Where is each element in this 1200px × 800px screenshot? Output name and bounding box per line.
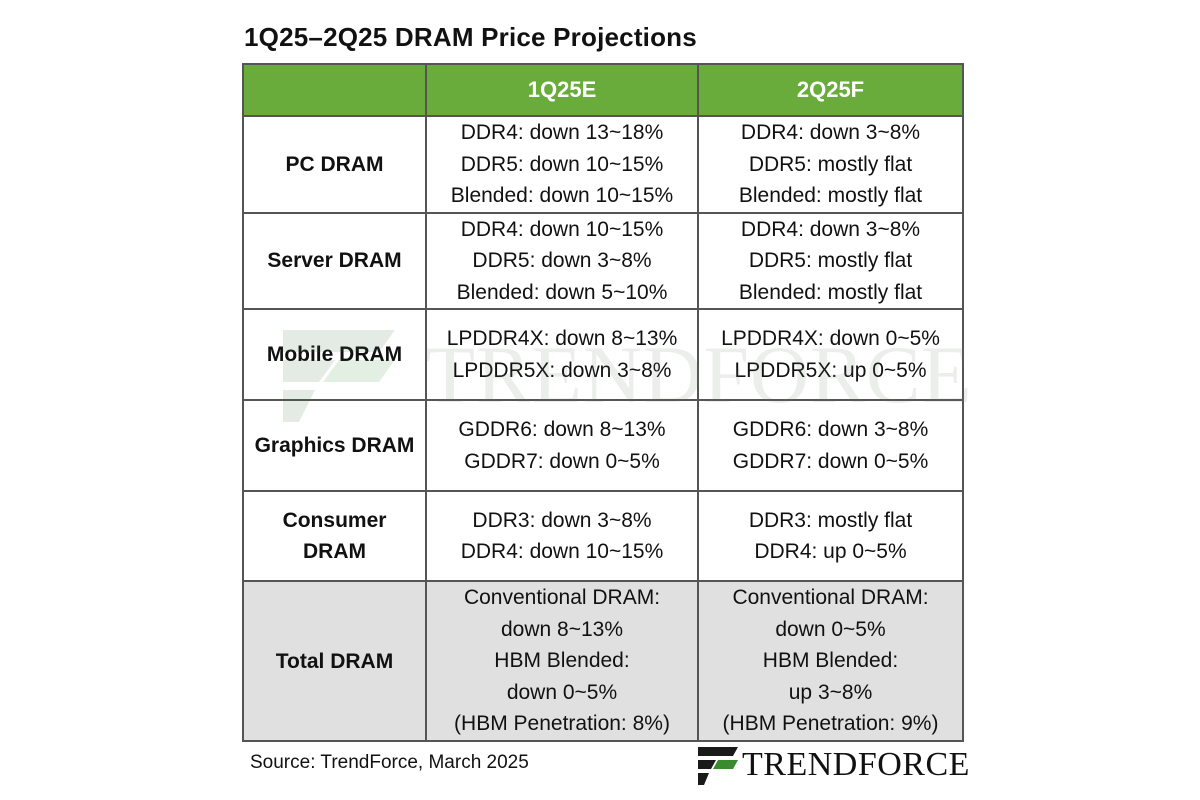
header-2q25f: 2Q25F (697, 63, 964, 117)
row-graphics-dram: Graphics DRAM GDDR6: down 8~13% GDDR7: d… (242, 399, 964, 492)
cell-line: Conventional DRAM: (732, 586, 929, 610)
cell-line: down 0~5% (775, 617, 886, 641)
cell-line: GDDR7: down 0~5% (464, 449, 660, 473)
cell-line: LPDDR5X: up 0~5% (734, 358, 927, 382)
cell-2q25f: LPDDR4X: down 0~5% LPDDR5X: up 0~5% (697, 308, 964, 401)
trendforce-logo-icon (698, 747, 738, 785)
row-label: Mobile DRAM (242, 308, 427, 401)
cell-line: HBM Blended: (494, 649, 630, 673)
table-header-row: 1Q25E 2Q25F (242, 63, 964, 117)
cell-line: LPDDR5X: down 3~8% (452, 358, 672, 382)
cell-1q25e: DDR3: down 3~8% DDR4: down 10~15% (425, 490, 699, 582)
row-label-line: Server DRAM (267, 249, 402, 273)
cell-line: GDDR6: down 3~8% (732, 418, 929, 441)
cell-line: up 3~8% (788, 680, 873, 704)
trendforce-brand: TRENDFORCE (696, 744, 969, 788)
header-1q25e: 1Q25E (425, 63, 699, 117)
cell-line: Blended: down 10~15% (450, 184, 674, 207)
source-note: Source: TrendForce, March 2025 (250, 752, 529, 773)
cell-line: down 8~13% (500, 617, 623, 641)
cell-1q25e: DDR4: down 10~15% DDR5: down 3~8% Blende… (425, 211, 699, 310)
cell-line: Blended: down 5~10% (456, 280, 668, 304)
cell-line: DDR3: mostly flat (748, 508, 913, 532)
row-label-line: Graphics DRAM (254, 434, 415, 457)
brand-name: TRENDFORCE (742, 746, 970, 783)
cell-line: down 0~5% (506, 680, 618, 704)
row-label: Consumer DRAM (242, 490, 427, 582)
cell-line: (HBM Penetration: 8%) (454, 712, 670, 736)
row-consumer-dram: Consumer DRAM DDR3: down 3~8% DDR4: down… (242, 490, 964, 582)
row-pc-dram: PC DRAM DDR4: down 13~18% DDR5: down 10~… (242, 115, 964, 214)
page-title: 1Q25–2Q25 DRAM Price Projections (244, 22, 697, 52)
header-corner-cell (242, 63, 427, 117)
row-mobile-dram: Mobile DRAM LPDDR4X: down 8~13% LPDDR5X:… (242, 308, 964, 401)
cell-line: DDR4: down 3~8% (740, 217, 921, 241)
cell-line: Blended: mostly flat (738, 280, 923, 304)
cell-line: DDR5: mostly flat (748, 152, 913, 176)
cell-line: Conventional DRAM: (463, 586, 661, 610)
row-label-line: Consumer (282, 509, 387, 532)
cell-line: DDR5: down 10~15% (460, 152, 664, 176)
cell-2q25f: DDR4: down 3~8% DDR5: mostly flat Blende… (697, 115, 964, 214)
row-label: PC DRAM (242, 115, 427, 214)
price-projection-table: 1Q25E 2Q25F PC DRAM DDR4: down 13~18% DD… (242, 63, 964, 742)
cell-2q25f: DDR3: mostly flat DDR4: up 0~5% (697, 490, 964, 582)
row-total-dram: Total DRAM Conventional DRAM: down 8~13%… (242, 580, 964, 742)
price-table-container: 1Q25E 2Q25F PC DRAM DDR4: down 13~18% DD… (242, 63, 964, 742)
row-label-line: DRAM (303, 540, 366, 563)
cell-line: DDR5: mostly flat (748, 249, 913, 272)
cell-line: DDR3: down 3~8% (472, 508, 652, 532)
cell-line: DDR4: down 3~8% (740, 121, 921, 144)
cell-2q25f: DDR4: down 3~8% DDR5: mostly flat Blende… (697, 211, 964, 310)
cell-line: LPDDR4X: down 0~5% (721, 327, 940, 350)
cell-line: DDR4: down 10~15% (460, 540, 664, 563)
cell-1q25e: Conventional DRAM: down 8~13% HBM Blende… (425, 580, 699, 742)
cell-line: GDDR6: down 8~13% (458, 418, 666, 441)
cell-line: LPDDR4X: down 8~13% (446, 327, 678, 350)
cell-1q25e: LPDDR4X: down 8~13% LPDDR5X: down 3~8% (425, 308, 699, 401)
cell-1q25e: GDDR6: down 8~13% GDDR7: down 0~5% (425, 399, 699, 492)
cell-line: HBM Blended: (762, 649, 899, 673)
cell-line: Blended: mostly flat (738, 184, 923, 207)
cell-1q25e: DDR4: down 13~18% DDR5: down 10~15% Blen… (425, 115, 699, 214)
cell-2q25f: GDDR6: down 3~8% GDDR7: down 0~5% (697, 399, 964, 492)
row-label-line: Total DRAM (275, 649, 394, 673)
row-label: Graphics DRAM (242, 399, 427, 492)
cell-line: GDDR7: down 0~5% (732, 449, 929, 473)
cell-line: DDR4: down 13~18% (460, 121, 664, 144)
row-label-line: PC DRAM (285, 152, 384, 176)
cell-line: DDR4: down 10~15% (460, 217, 664, 241)
cell-line: DDR4: up 0~5% (754, 540, 907, 563)
cell-2q25f: Conventional DRAM: down 0~5% HBM Blended… (697, 580, 964, 742)
row-label: Server DRAM (242, 211, 427, 310)
row-label-line: Mobile DRAM (266, 343, 403, 366)
cell-line: (HBM Penetration: 9%) (722, 712, 939, 736)
row-server-dram: Server DRAM DDR4: down 10~15% DDR5: down… (242, 211, 964, 310)
row-label: Total DRAM (242, 580, 427, 742)
cell-line: DDR5: down 3~8% (472, 249, 652, 272)
